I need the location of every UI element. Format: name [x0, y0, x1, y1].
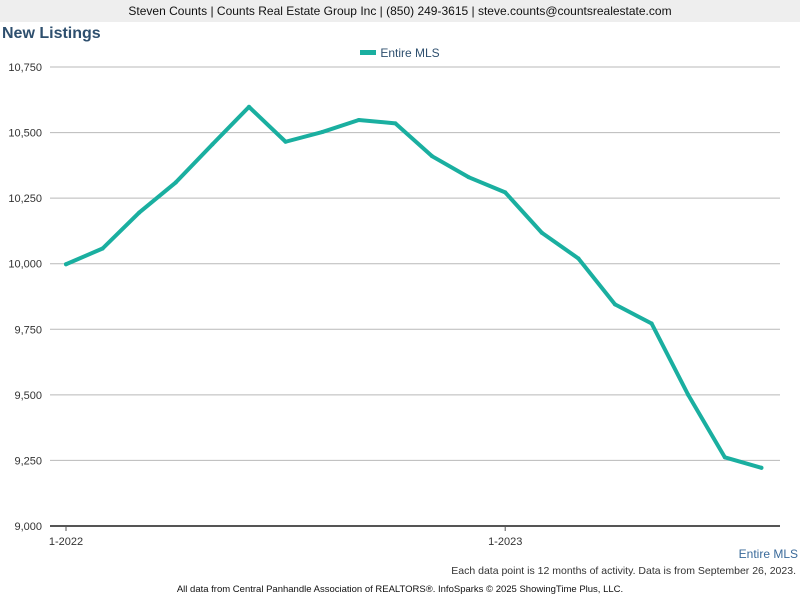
x-tick-label: 1-2023	[488, 536, 522, 548]
data-point	[649, 321, 654, 326]
data-point	[283, 139, 288, 144]
data-point	[210, 142, 215, 147]
data-point	[576, 256, 581, 261]
data-point	[503, 190, 508, 195]
y-tick-label: 10,500	[8, 128, 42, 140]
y-tick-label: 9,000	[14, 521, 42, 533]
legend-swatch	[360, 50, 377, 56]
data-point	[247, 104, 251, 109]
chart-legend[interactable]: Entire MLS	[0, 46, 800, 60]
series-line	[64, 104, 764, 470]
footer-credit: All data from Central Panhandle Associat…	[176, 584, 624, 595]
y-axis-ticks: 9,000 9,250 9,500 9,750 10,000 10,250 10,500 10…	[8, 62, 42, 533]
y-tick-label: 10,000	[8, 259, 42, 271]
data-point	[393, 121, 398, 126]
data-point	[64, 262, 68, 267]
y-tick-label: 10,750	[8, 62, 42, 74]
y-tick-label: 9,250	[14, 455, 42, 467]
data-point	[722, 455, 727, 460]
data-point	[320, 130, 325, 135]
x-axis: 1-2022 1-2023	[49, 525, 780, 548]
y-tick-label: 9,500	[14, 390, 42, 402]
data-point	[466, 175, 471, 180]
data-point	[686, 392, 691, 397]
data-point	[539, 230, 544, 235]
x-tick-label: 1-2022	[49, 536, 83, 548]
data-point	[137, 210, 142, 215]
series-layer	[64, 104, 764, 470]
series-tag[interactable]: Entire MLS	[738, 547, 798, 561]
y-tick-label: 9,750	[14, 324, 42, 336]
data-point	[759, 465, 764, 470]
data-point	[613, 302, 617, 307]
agent-contact-bar: Steven Counts | Counts Real Estate Group…	[0, 0, 800, 22]
data-note: Each data point is 12 months of activity…	[451, 565, 796, 577]
data-point	[100, 246, 105, 251]
grid-lines	[50, 66, 780, 461]
data-point	[430, 154, 434, 159]
chart-title: New Listings	[2, 25, 101, 42]
data-point	[356, 117, 361, 122]
data-point	[173, 180, 178, 185]
y-tick-label: 10,250	[8, 193, 42, 205]
legend-label: Entire MLS	[380, 46, 440, 60]
